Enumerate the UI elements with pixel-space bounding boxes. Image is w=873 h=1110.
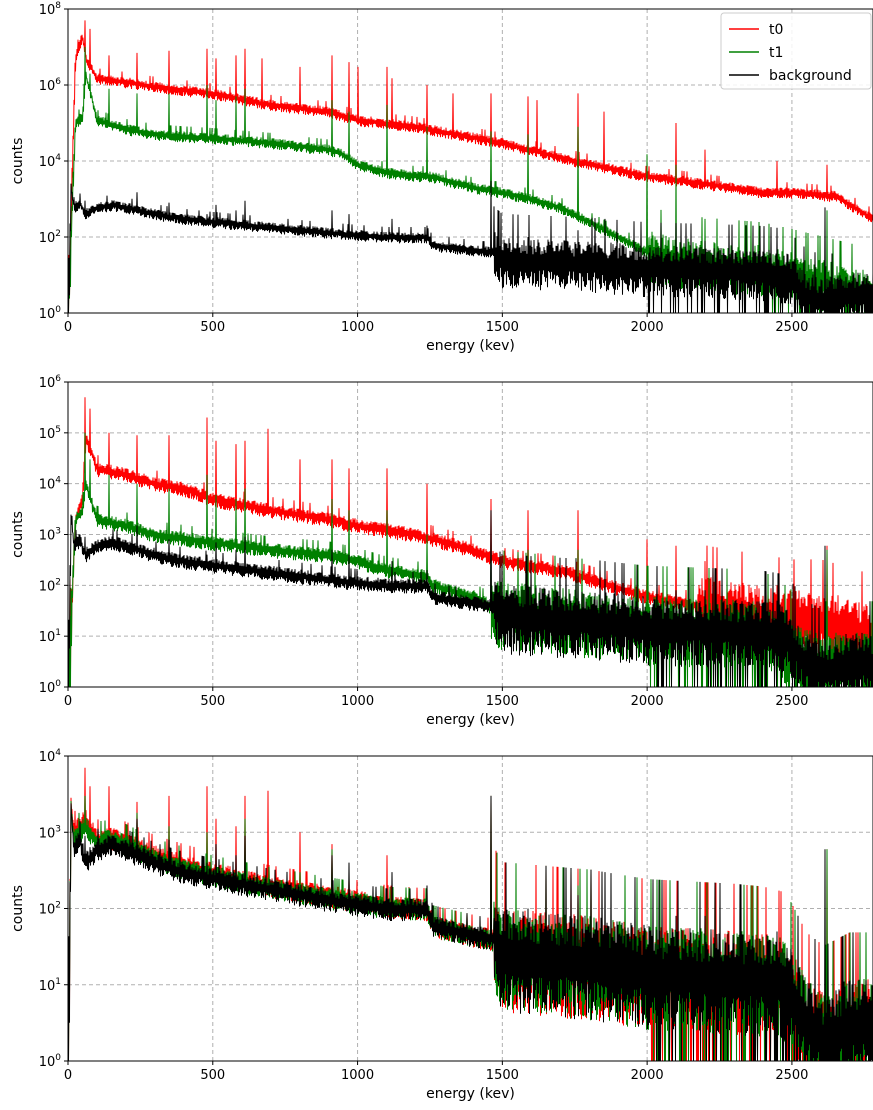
- x-tick-label: 1000: [341, 1068, 374, 1083]
- y-tick-exponent: 2: [55, 577, 61, 587]
- x-axis-label: energy (kev): [426, 338, 515, 354]
- panel-3: 0 500 1000 1500 2000 2500100101102103104energ…: [10, 748, 873, 1102]
- x-tick-label: 500: [200, 694, 225, 709]
- panel-1: 0 500 1000 1500 2000 2500100102104106108energ…: [10, 1, 873, 354]
- y-tick-exponent: 4: [55, 153, 61, 163]
- y-tick-base: 10: [39, 3, 56, 18]
- y-tick-label: 103: [39, 527, 61, 544]
- y-tick-label: 108: [39, 1, 62, 18]
- x-tick-label: 0: [64, 1068, 72, 1083]
- x-tick-label: 2500: [775, 320, 808, 335]
- series-line-t1: [68, 46, 873, 313]
- y-tick-label: 102: [39, 229, 61, 246]
- x-tick-label: 2500: [775, 694, 808, 709]
- legend: t0 t1 background: [720, 12, 872, 90]
- y-tick-exponent: 4: [55, 748, 61, 758]
- y-tick-base: 10: [39, 478, 56, 493]
- x-tick-label: 500: [200, 1068, 225, 1083]
- y-tick-base: 10: [39, 903, 56, 918]
- series-line-t0: [68, 20, 873, 313]
- y-tick-label: 100: [39, 1053, 62, 1070]
- y-tick-label: 106: [39, 374, 62, 391]
- y-tick-label: 106: [39, 77, 62, 94]
- y-tick-exponent: 3: [55, 527, 61, 537]
- y-tick-base: 10: [39, 231, 56, 246]
- x-tick-label: 1000: [341, 694, 374, 709]
- y-tick-base: 10: [39, 826, 56, 841]
- x-tick-label: 1000: [341, 320, 374, 335]
- y-tick-label: 104: [39, 748, 62, 765]
- y-tick-base: 10: [39, 681, 56, 696]
- y-tick-base: 10: [39, 979, 56, 994]
- x-tick-label: 2000: [631, 320, 664, 335]
- y-tick-base: 10: [39, 427, 56, 442]
- y-tick-label: 100: [39, 679, 62, 696]
- x-tick-label: 1500: [486, 694, 519, 709]
- series-line-background: [68, 795, 873, 1061]
- x-axis-label: energy (kev): [426, 712, 515, 728]
- y-tick-base: 10: [39, 579, 56, 594]
- legend-label-t1: t1: [769, 45, 783, 61]
- y-tick-base: 10: [39, 376, 56, 391]
- series-line-background: [68, 510, 873, 687]
- x-tick-label: 500: [200, 320, 225, 335]
- y-tick-base: 10: [39, 630, 56, 645]
- y-tick-label: 102: [39, 901, 61, 918]
- x-tick-label: 2000: [631, 1068, 664, 1083]
- y-tick-exponent: 0: [55, 679, 61, 689]
- y-axis-label: counts: [10, 138, 26, 185]
- y-tick-base: 10: [39, 79, 56, 94]
- y-axis-label: counts: [10, 885, 26, 932]
- x-tick-label: 0: [64, 320, 72, 335]
- panel-2: 0 500 1000 1500 2000 250010010110210310410510…: [10, 374, 873, 728]
- x-tick-label: 2500: [775, 1068, 808, 1083]
- y-tick-base: 10: [39, 307, 56, 322]
- y-tick-exponent: 2: [55, 901, 61, 911]
- y-tick-base: 10: [39, 529, 56, 544]
- y-tick-label: 105: [39, 425, 61, 442]
- y-tick-exponent: 4: [55, 476, 61, 486]
- x-tick-label: 0: [64, 694, 72, 709]
- y-tick-exponent: 8: [55, 1, 61, 11]
- y-tick-exponent: 1: [55, 977, 61, 987]
- y-tick-label: 100: [39, 305, 62, 322]
- y-tick-exponent: 3: [55, 824, 61, 834]
- x-tick-label: 1500: [486, 320, 519, 335]
- y-tick-exponent: 0: [55, 1053, 61, 1063]
- series-line-t0: [68, 397, 873, 687]
- y-tick-exponent: 6: [55, 374, 61, 384]
- y-tick-base: 10: [39, 1055, 56, 1070]
- x-tick-label: 1500: [486, 1068, 519, 1083]
- y-tick-exponent: 0: [55, 305, 61, 315]
- y-tick-base: 10: [39, 155, 56, 170]
- y-tick-label: 101: [39, 977, 61, 994]
- y-tick-label: 104: [39, 153, 62, 170]
- legend-label-background: background: [769, 68, 852, 84]
- y-tick-label: 103: [39, 824, 61, 841]
- x-tick-label: 2000: [631, 694, 664, 709]
- y-tick-label: 104: [39, 476, 62, 493]
- y-tick-label: 102: [39, 577, 61, 594]
- y-tick-base: 10: [39, 750, 56, 765]
- y-axis-label: counts: [10, 511, 26, 558]
- y-tick-label: 101: [39, 628, 61, 645]
- y-tick-exponent: 5: [55, 425, 61, 435]
- y-tick-exponent: 2: [55, 229, 61, 239]
- y-tick-exponent: 1: [55, 628, 61, 638]
- y-tick-exponent: 6: [55, 77, 61, 87]
- series-line-background: [68, 180, 873, 313]
- legend-label-t0: t0: [769, 22, 783, 38]
- legend-box: [720, 12, 872, 90]
- x-axis-label: energy (kev): [426, 1086, 515, 1102]
